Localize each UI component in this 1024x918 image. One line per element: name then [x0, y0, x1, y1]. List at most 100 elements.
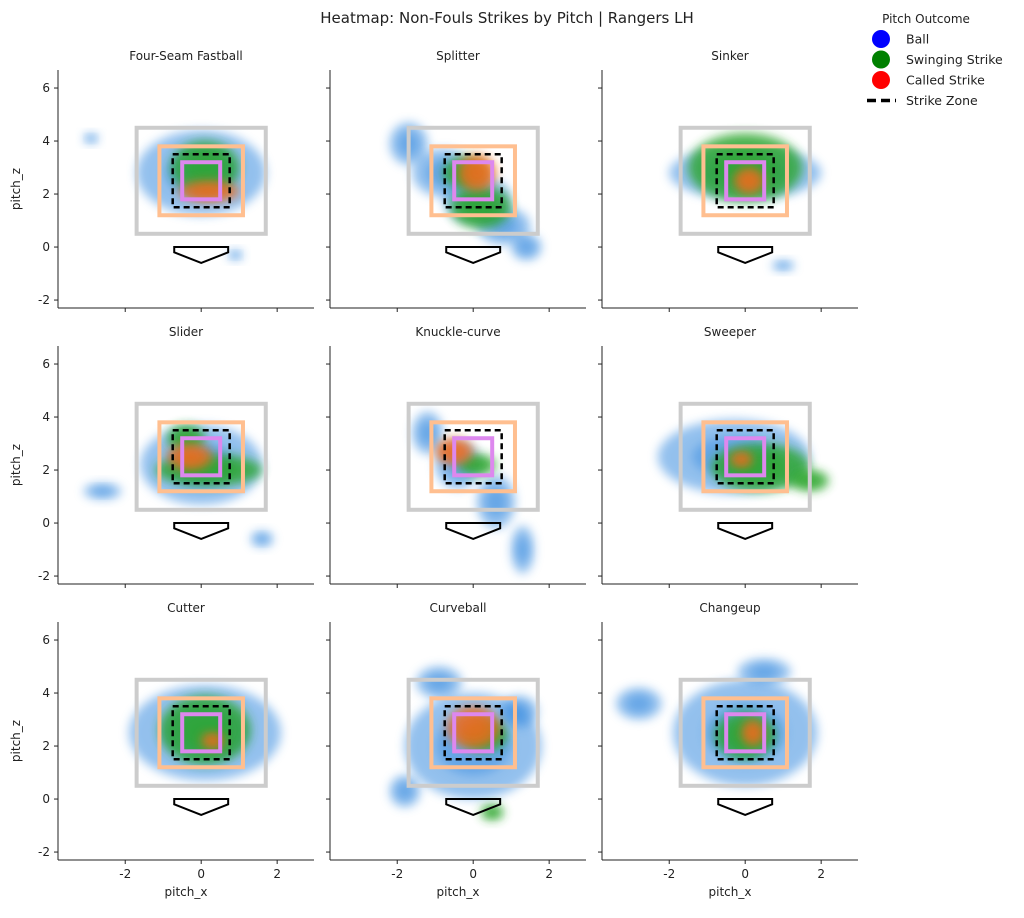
panel-curveball: Curveball -2 0 2 pitch_x: [326, 601, 586, 899]
density-core-ball: [508, 702, 530, 721]
zone-heart: [452, 712, 495, 754]
density-core-called-strike: [192, 185, 226, 198]
density-core-called-strike: [735, 455, 748, 464]
y-tick-label: 0: [42, 792, 50, 806]
legend-label: Swinging Strike: [906, 52, 1003, 67]
zone-outer: [406, 125, 540, 236]
y-tick-label: 4: [42, 410, 50, 424]
density-core-ball: [776, 262, 790, 269]
density-layer: [83, 130, 266, 261]
density-core-called-strike: [746, 725, 760, 741]
zone-outer: [406, 401, 540, 512]
density-core-called-strike: [740, 173, 758, 189]
home-plate: [717, 246, 774, 265]
zone-strike-zone: [715, 429, 775, 485]
zone-heart: [180, 436, 223, 478]
zone-strike-zone: [443, 429, 503, 485]
x-tick-label: 0: [469, 867, 477, 881]
chart-title: Heatmap: Non-Fouls Strikes by Pitch | Ra…: [320, 9, 693, 27]
home-plate: [445, 246, 502, 265]
panel-title: Sweeper: [704, 325, 756, 339]
density-core-called-strike: [466, 162, 488, 184]
zone-heart: [452, 436, 495, 478]
zone-strike-zone: [171, 153, 231, 209]
density-core-called-strike: [458, 715, 488, 740]
x-tick-label: 0: [741, 867, 749, 881]
home-plate: [173, 522, 230, 541]
y-axis-label: pitch_z: [9, 720, 23, 762]
y-tick-label: 2: [42, 187, 50, 201]
x-axis-label: pitch_x: [437, 885, 480, 899]
x-tick-label: 2: [273, 867, 281, 881]
legend-label: Ball: [906, 32, 929, 47]
density-core-ball: [255, 534, 269, 544]
panel-changeup: Changeup -2 0 2 pitch_x: [598, 601, 858, 899]
y-tick-label: -2: [38, 293, 50, 307]
panel-slider: Slider -2 0 2 4 6 pitch_z: [9, 325, 314, 588]
zone-edge: [157, 144, 245, 218]
density-core-ball: [426, 673, 452, 692]
y-tick-label: -2: [38, 569, 50, 583]
y-tick-label: 6: [42, 633, 50, 647]
legend-title: Pitch Outcome: [882, 12, 970, 26]
zone-strike-zone: [715, 153, 775, 209]
panel-knuckle-curve: Knuckle-curve: [326, 325, 586, 588]
zone-strike-zone: [443, 705, 503, 761]
zone-edge: [701, 144, 789, 218]
zone-strike-zone: [715, 705, 775, 761]
zone-edge: [701, 420, 789, 494]
zone-edge: [429, 420, 517, 494]
density-layer: [657, 419, 829, 494]
zone-outer: [678, 401, 812, 512]
density-core-ball: [231, 252, 240, 258]
density-core-ball: [518, 239, 535, 255]
zone-edge: [701, 696, 789, 770]
y-tick-label: 6: [42, 357, 50, 371]
density-core-ball: [86, 135, 96, 142]
density-core-ball: [91, 486, 113, 496]
x-tick-label: -2: [119, 867, 131, 881]
panel-cutter: Cutter -2 0 2 4 6 -2 0 2 pitch_z pitch_x: [9, 601, 314, 899]
density-core-ball: [419, 421, 436, 445]
zone-outer: [678, 677, 812, 788]
x-axis-label: pitch_x: [709, 885, 752, 899]
zone-heart: [180, 712, 223, 754]
panel-title: Cutter: [167, 601, 205, 615]
zone-strike-zone: [171, 429, 231, 485]
density-core-ball: [626, 694, 652, 713]
density-core-swinging-strike: [485, 807, 499, 817]
zone-edge: [157, 420, 245, 494]
legend-marker: [872, 30, 890, 48]
legend-marker: [872, 71, 890, 89]
density-core-swinging-strike: [466, 458, 488, 471]
legend: Pitch Outcome Ball Swinging Strike Called …: [867, 12, 1003, 108]
density-core-called-strike: [206, 736, 219, 746]
x-tick-label: 2: [817, 867, 825, 881]
y-axis-label: pitch_z: [9, 444, 23, 486]
density-core-ball: [516, 536, 529, 563]
home-plate: [717, 522, 774, 541]
zone-edge: [429, 144, 517, 218]
home-plate: [717, 798, 774, 817]
x-tick-label: 2: [545, 867, 553, 881]
panel-sinker: Sinker: [598, 49, 858, 312]
panel-title: Changeup: [699, 601, 760, 615]
zone-heart: [452, 160, 495, 202]
zone-outer: [406, 677, 540, 788]
panel-four-seam-fastball: Four-Seam Fastball -2 0 2 4 6 pitch_z: [9, 49, 314, 312]
density-layer: [669, 133, 822, 271]
zone-heart: [724, 436, 767, 478]
panel-splitter: Splitter: [326, 49, 586, 312]
zone-outer: [678, 125, 812, 236]
zone-heart: [724, 160, 767, 202]
panel-title: Splitter: [436, 49, 480, 63]
x-axis-label: pitch_x: [165, 885, 208, 899]
zone-heart: [180, 160, 223, 202]
panel-sweeper: Sweeper: [598, 325, 858, 588]
legend-marker: [872, 50, 890, 69]
home-plate: [445, 798, 502, 817]
panel-title: Four-Seam Fastball: [129, 49, 243, 63]
legend-label: Strike Zone: [906, 93, 978, 108]
panel-title: Knuckle-curve: [415, 325, 500, 339]
